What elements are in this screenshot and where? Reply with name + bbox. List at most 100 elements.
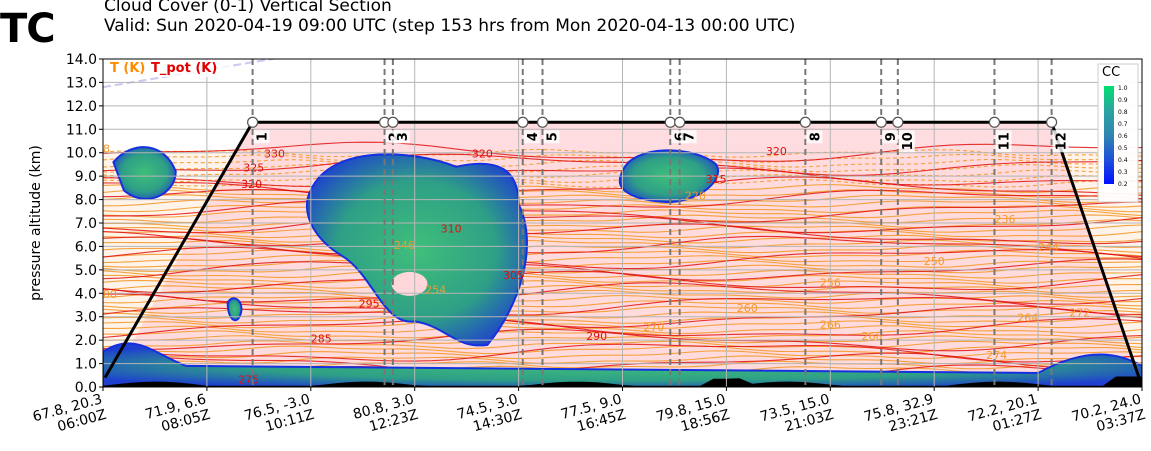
y-tick-label: 12.0 bbox=[66, 99, 97, 115]
x-tick-label-group: 77.5, 9.016:45Z bbox=[559, 391, 628, 435]
waypoint-label: 9 bbox=[884, 132, 899, 141]
waypoint-label-group: 11 bbox=[995, 130, 1012, 153]
t-contour-label: 236 bbox=[994, 213, 1015, 226]
t-pot-contour-label: 305 bbox=[503, 269, 524, 282]
waypoint-label-group: 4 bbox=[523, 130, 541, 144]
waypoint-marker bbox=[517, 116, 529, 128]
t-pot-contour-label: 275 bbox=[238, 373, 259, 386]
waypoint-marker bbox=[387, 116, 399, 128]
y-tick-label: 14.0 bbox=[66, 52, 97, 68]
waypoint-label: 7 bbox=[683, 132, 698, 141]
waypoint-label-bg bbox=[806, 130, 823, 144]
waypoint-label-bg bbox=[1052, 130, 1069, 153]
y-tick-label: 3.0 bbox=[75, 310, 97, 326]
t-contour-label: 270 bbox=[643, 321, 664, 334]
t-contour-label: 8 bbox=[103, 143, 110, 156]
colorbar-tick-label: 0.2 bbox=[1118, 181, 1128, 188]
cloud-gap bbox=[391, 271, 428, 296]
waypoint-label-bg bbox=[393, 130, 410, 144]
x-tick-label-group: 79.8, 15.018:56Z bbox=[654, 391, 731, 435]
y-tick-label: 4.0 bbox=[75, 286, 97, 302]
waypoint-label-group: 9 bbox=[882, 130, 899, 144]
waypoint-label: 12 bbox=[1055, 132, 1070, 150]
x-tick-label-group: 71.9, 6.608:05Z bbox=[144, 391, 213, 435]
colorbar-tick-label: 1.0 bbox=[1118, 85, 1128, 92]
t-contour-label: 254 bbox=[425, 283, 446, 296]
chart-subtitle: Valid: Sun 2020-04-19 09:00 UTC (step 15… bbox=[104, 16, 796, 36]
t-contour-label: 272 bbox=[1069, 307, 1090, 320]
y-tick-label: 10.0 bbox=[66, 146, 97, 162]
y-tick-label: 13.0 bbox=[66, 75, 97, 91]
t-pot-contour-label: 295 bbox=[359, 297, 380, 310]
x-tick-label-group: 72.2, 20.101:27Z bbox=[966, 391, 1043, 435]
y-tick-label: 8.0 bbox=[75, 193, 97, 209]
cloud-patch bbox=[112, 146, 177, 200]
waypoint-marker bbox=[799, 116, 811, 128]
legend-tpot: T_pot (K) bbox=[151, 61, 217, 76]
t-pot-contour-label: 325 bbox=[243, 161, 264, 174]
waypoint-marker bbox=[247, 116, 259, 128]
waypoint-marker bbox=[1046, 116, 1058, 128]
flight-path bbox=[103, 120, 1141, 379]
t-contour-label: 266 bbox=[820, 318, 841, 331]
waypoint-marker bbox=[875, 116, 887, 128]
y-tick-label: 0.0 bbox=[75, 380, 97, 396]
t-pot-contour-label: 290 bbox=[586, 330, 607, 343]
colorbar-title: CC bbox=[1102, 65, 1120, 80]
waypoint-label: 11 bbox=[997, 132, 1012, 150]
t-contour-label: 250 bbox=[924, 255, 945, 268]
t-contour-label: 00 bbox=[103, 288, 117, 301]
waypoint-label-group: 12 bbox=[1052, 130, 1070, 153]
colorbar-tick-label: 0.4 bbox=[1118, 157, 1128, 164]
x-tick-label-group: 75.8, 32.923:21Z bbox=[862, 391, 939, 435]
x-tick-label-group: 73.5, 15.021:03Z bbox=[758, 391, 835, 435]
waypoint-label-bg bbox=[680, 130, 697, 144]
y-tick-label: 9.0 bbox=[75, 169, 97, 185]
t-contour-label: 228 bbox=[685, 190, 706, 203]
terrain bbox=[103, 376, 1142, 387]
waypoint-label-bg bbox=[995, 130, 1012, 153]
t-pot-contour-label: 330 bbox=[264, 147, 285, 160]
t-pot-contour-label: 320 bbox=[766, 145, 787, 158]
colorbar-tick-label: 0.9 bbox=[1118, 97, 1128, 104]
waypoint-label: 4 bbox=[526, 132, 541, 141]
waypoint-label-group: 7 bbox=[680, 130, 698, 144]
colorbar-tick-label: 0.3 bbox=[1118, 169, 1128, 176]
t-contour-label: 244 bbox=[1038, 241, 1059, 254]
colorbar-tick-label: 0.6 bbox=[1118, 133, 1128, 140]
waypoint-label-bg bbox=[882, 130, 899, 144]
t-contour-label: 246 bbox=[394, 239, 415, 252]
waypoint-label-bg bbox=[253, 130, 270, 144]
legend-t: T (K) bbox=[110, 61, 145, 76]
y-tick-label: 7.0 bbox=[75, 216, 97, 232]
waypoint-label-group: 3 bbox=[393, 130, 411, 144]
t-pot-contour-label: 285 bbox=[311, 332, 332, 345]
waypoint-label: 10 bbox=[901, 132, 916, 150]
colorbar-tick-label: 0.5 bbox=[1118, 145, 1128, 152]
t-contour-label: 268 bbox=[861, 330, 882, 343]
t-contour-label: 274 bbox=[986, 349, 1007, 362]
t-pot-contour-label: 320 bbox=[472, 147, 493, 160]
x-tick-label-group: 80.8, 3.012:23Z bbox=[351, 391, 420, 435]
y-tick-label: 6.0 bbox=[75, 239, 97, 255]
y-tick-label: 1.0 bbox=[75, 357, 97, 373]
colorbar-tick-label: 0.8 bbox=[1118, 109, 1128, 116]
colorbar-tick-label: 0.7 bbox=[1118, 121, 1128, 128]
waypoint-label: 8 bbox=[808, 132, 823, 141]
waypoint-label-bg bbox=[898, 130, 915, 153]
waypoint-marker bbox=[664, 116, 676, 128]
waypoint-label: 1 bbox=[256, 132, 271, 141]
waypoint-label-bg bbox=[543, 130, 560, 144]
x-tick-label-group: 74.5, 3.014:30Z bbox=[455, 391, 524, 435]
waypoint-label: 3 bbox=[396, 132, 411, 141]
y-tick-label: 5.0 bbox=[75, 263, 97, 279]
cloud-patch bbox=[306, 153, 528, 347]
logo-text: TC bbox=[0, 6, 56, 52]
waypoint-marker bbox=[892, 116, 904, 128]
y-tick-label: 2.0 bbox=[75, 333, 97, 349]
x-tick-label-group: 70.2, 24.003:37Z bbox=[1070, 391, 1147, 435]
cloud-patch bbox=[226, 297, 243, 322]
x-tick-label-group: 76.5, -3.010:11Z bbox=[243, 391, 316, 435]
t-contour-label: 256 bbox=[820, 276, 841, 289]
